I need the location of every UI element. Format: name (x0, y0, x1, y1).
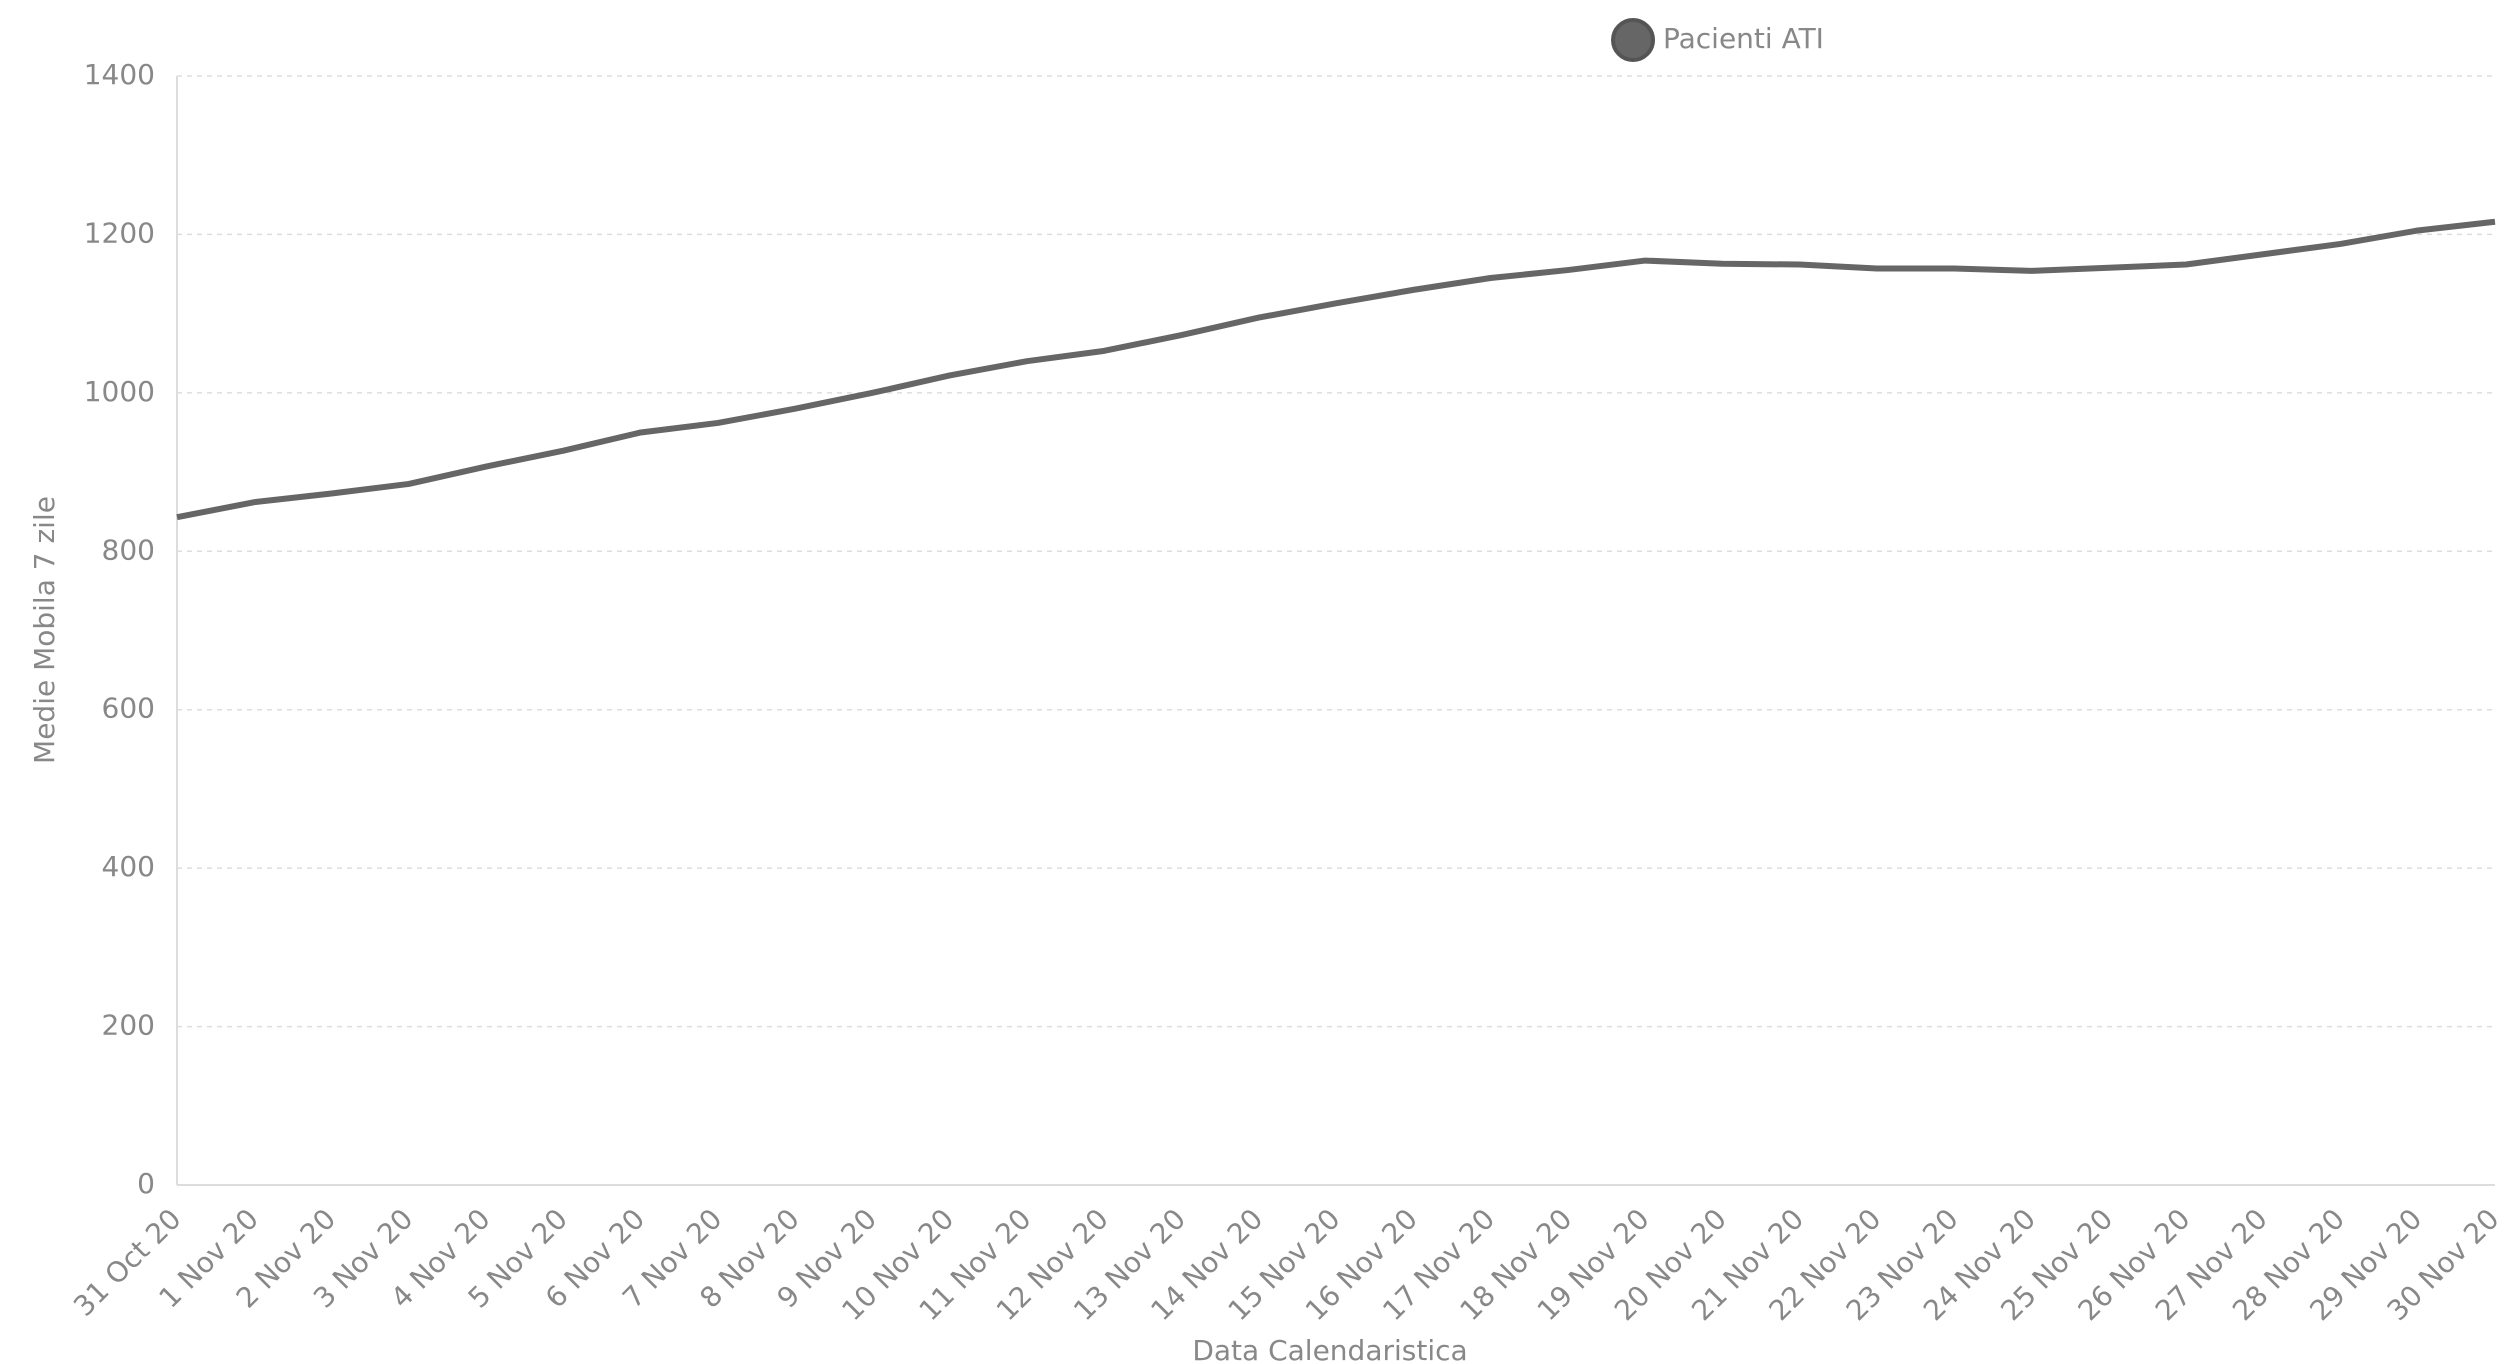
y-tick-label: 1200 (84, 216, 155, 249)
x-axis-title: Data Calendaristica (1192, 1334, 1467, 1364)
y-tick-label: 1000 (84, 375, 155, 408)
y-tick-label: 800 (102, 533, 155, 566)
legend-marker (1611, 18, 1655, 62)
y-tick-label: 200 (102, 1009, 155, 1042)
y-axis-title: Medie Mobila 7 zile (28, 496, 61, 764)
y-tick-label: 400 (102, 850, 155, 883)
y-tick-label: 600 (102, 692, 155, 725)
data-line (176, 218, 2496, 521)
y-tick-label: 0 (137, 1167, 155, 1200)
legend-label: Pacienti ATI (1663, 22, 1824, 55)
y-tick-label: 1400 (84, 58, 155, 91)
